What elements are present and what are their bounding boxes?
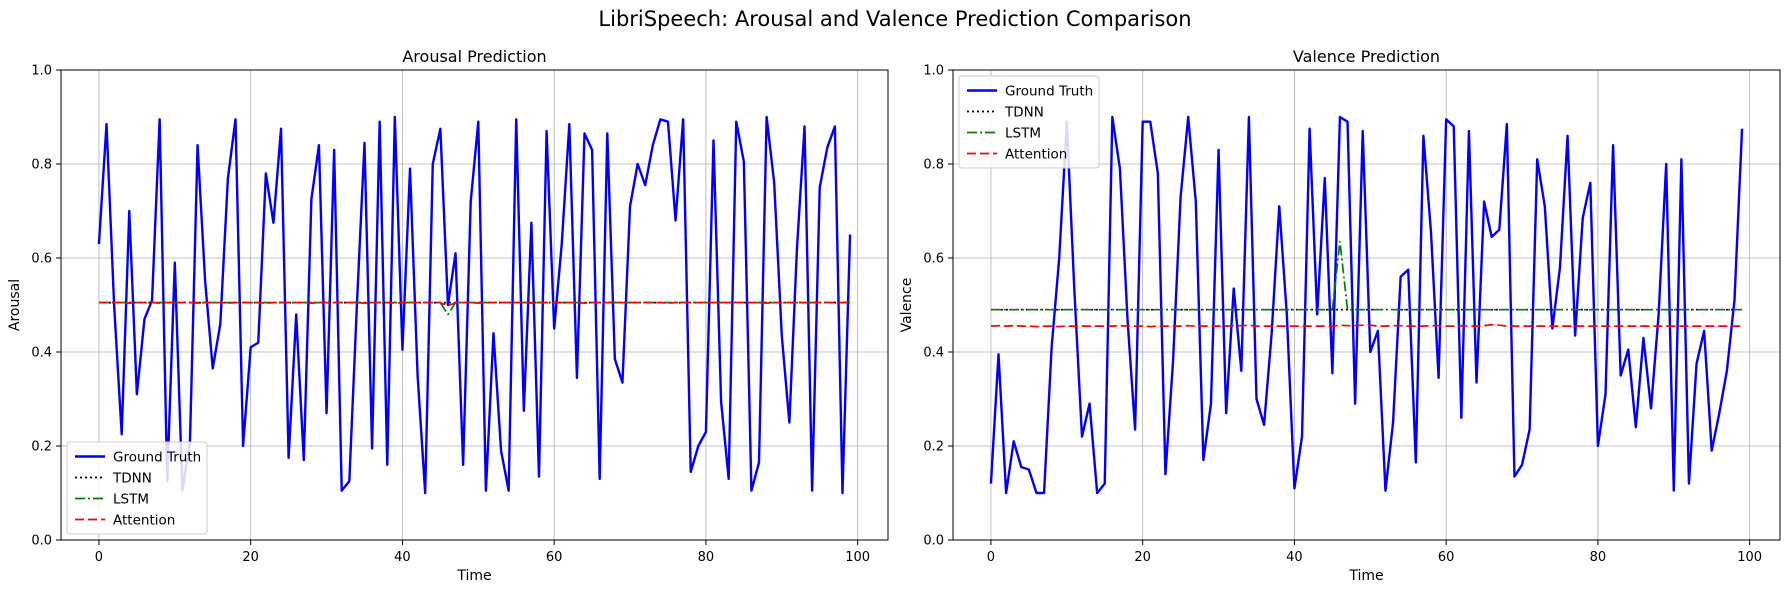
y-tick-label: 1.0: [31, 64, 52, 79]
chart-title: Valence Prediction: [1293, 47, 1440, 66]
legend-label: LSTM: [1005, 126, 1041, 142]
x-tick-label: 0: [95, 550, 103, 565]
y-tick-label: 0.4: [923, 346, 944, 361]
legend-box: [958, 75, 1100, 169]
axes-frame: [60, 69, 889, 541]
x-tick-label: 100: [845, 550, 870, 565]
series-line-lstm: [990, 240, 1743, 311]
legend: Ground Truth TDNN LSTM Attention: [66, 441, 208, 535]
y-tick-label: 1.0: [923, 64, 944, 79]
x-axis-label: Time: [1348, 568, 1383, 584]
legend-label: TDNN: [112, 471, 152, 487]
x-axis-label: Time: [456, 568, 491, 584]
x-tick-label: 60: [546, 550, 563, 565]
y-tick-label: 0.2: [31, 440, 52, 455]
y-tick-label: 0.6: [31, 252, 52, 267]
valence-chart: 0 20 40 60 80 100 0.0 0.2 0.4 0.6 0.8 1.0 Valence Pr…: [899, 47, 1781, 584]
axes-frame: [952, 69, 1781, 541]
x-tick-label: 20: [1134, 550, 1151, 565]
legend: Ground Truth TDNN LSTM Attention: [958, 75, 1100, 169]
x-tick-label: 0: [987, 550, 995, 565]
y-axis-label: Arousal: [7, 279, 23, 331]
x-tick-label: 100: [1737, 550, 1762, 565]
series-line-ground-truth: [97, 115, 852, 495]
legend-box: [66, 441, 208, 535]
y-tick-label: 0.8: [31, 158, 52, 173]
arousal-chart: 0 20 40 60 80 100 0.0 0.2 0.4 0.6 0.8 1.0 Arousal Pr…: [7, 47, 889, 584]
x-tick-label: 40: [394, 550, 411, 565]
y-axis-label: Valence: [899, 278, 915, 333]
x-tick-label: 40: [1286, 550, 1303, 565]
legend-label: Ground Truth: [1005, 84, 1093, 100]
series-line-attention: [990, 323, 1743, 328]
x-tick-label: 20: [242, 550, 259, 565]
y-tick-label: 0.2: [923, 440, 944, 455]
legend-label: Attention: [113, 513, 175, 529]
x-tick-label: 60: [1438, 550, 1455, 565]
series-line-attention: [98, 301, 851, 307]
y-tick-label: 0.8: [923, 158, 944, 173]
x-tick-label: 80: [698, 550, 715, 565]
legend-label: Ground Truth: [113, 450, 201, 466]
figure-title: LibriSpeech: Arousal and Valence Predict…: [598, 7, 1191, 31]
legend-label: TDNN: [1004, 105, 1044, 121]
y-tick-label: 0.4: [31, 346, 52, 361]
legend-label: LSTM: [113, 492, 149, 508]
chart-title: Arousal Prediction: [402, 47, 546, 66]
y-tick-label: 0.0: [923, 534, 944, 549]
series-line-ground-truth: [989, 115, 1744, 495]
y-tick-label: 0.6: [923, 252, 944, 267]
legend-label: Attention: [1005, 147, 1067, 163]
x-tick-label: 80: [1590, 550, 1607, 565]
y-tick-label: 0.0: [31, 534, 52, 549]
